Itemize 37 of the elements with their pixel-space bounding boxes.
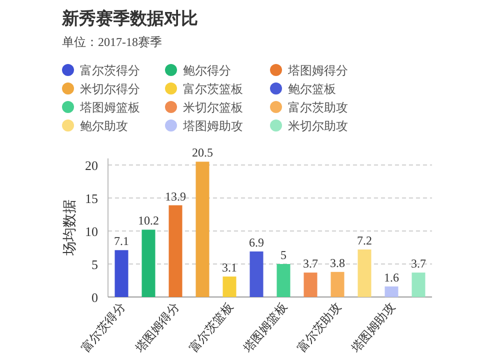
data-label: 7.1 (114, 234, 129, 248)
x-tick-label: 塔图姆得分 (132, 300, 182, 356)
data-label: 13.9 (165, 189, 186, 204)
legend-label: 塔图姆得分 (287, 64, 348, 78)
x-tick-label: 塔图姆篮板 (240, 300, 290, 356)
data-label: 1.6 (384, 270, 399, 284)
data-label: 3.7 (303, 256, 318, 271)
legend-label: 塔图姆篮板 (79, 100, 140, 114)
chart-subtitle: 单位：2017-18赛季 (62, 35, 162, 49)
y-tick-label: 15 (85, 191, 98, 206)
y-tick-label: 5 (92, 257, 98, 272)
data-label: 3.1 (222, 260, 237, 275)
legend-label: 米切尔助攻 (288, 119, 348, 133)
data-label: 10.2 (138, 214, 159, 228)
legend-label: 鲍尔篮板 (288, 82, 336, 96)
data-label: 3.8 (330, 256, 345, 270)
legend-label: 米切尔篮板 (183, 100, 243, 114)
data-label: 7.2 (357, 233, 372, 248)
legend-label: 富尔茨得分 (80, 64, 140, 78)
x-tick-label: 塔图姆助攻 (348, 300, 398, 356)
y-tick-label: 10 (85, 224, 98, 239)
x-tick-label: 富尔茨助攻 (294, 300, 344, 355)
legend-label: 鲍尔助攻 (80, 119, 128, 133)
chart-title: 新秀赛季数据对比 (61, 9, 198, 29)
data-label: 20.5 (192, 146, 213, 160)
legend-label: 塔图姆助攻 (182, 119, 243, 133)
y-tick-label: 20 (85, 158, 98, 173)
legend-label: 米切尔得分 (80, 82, 140, 96)
data-label: 5 (280, 248, 286, 262)
data-label: 6.9 (249, 235, 264, 250)
legend-label: 鲍尔得分 (183, 64, 231, 78)
x-tick-label: 富尔茨篮板 (186, 300, 236, 355)
legend-label: 富尔茨篮板 (183, 82, 243, 96)
data-label: 3.7 (411, 256, 426, 271)
y-tick-label: 0 (92, 290, 98, 305)
legend-label: 富尔茨助攻 (288, 100, 348, 114)
y-axis-title: 场均数据 (62, 200, 78, 257)
